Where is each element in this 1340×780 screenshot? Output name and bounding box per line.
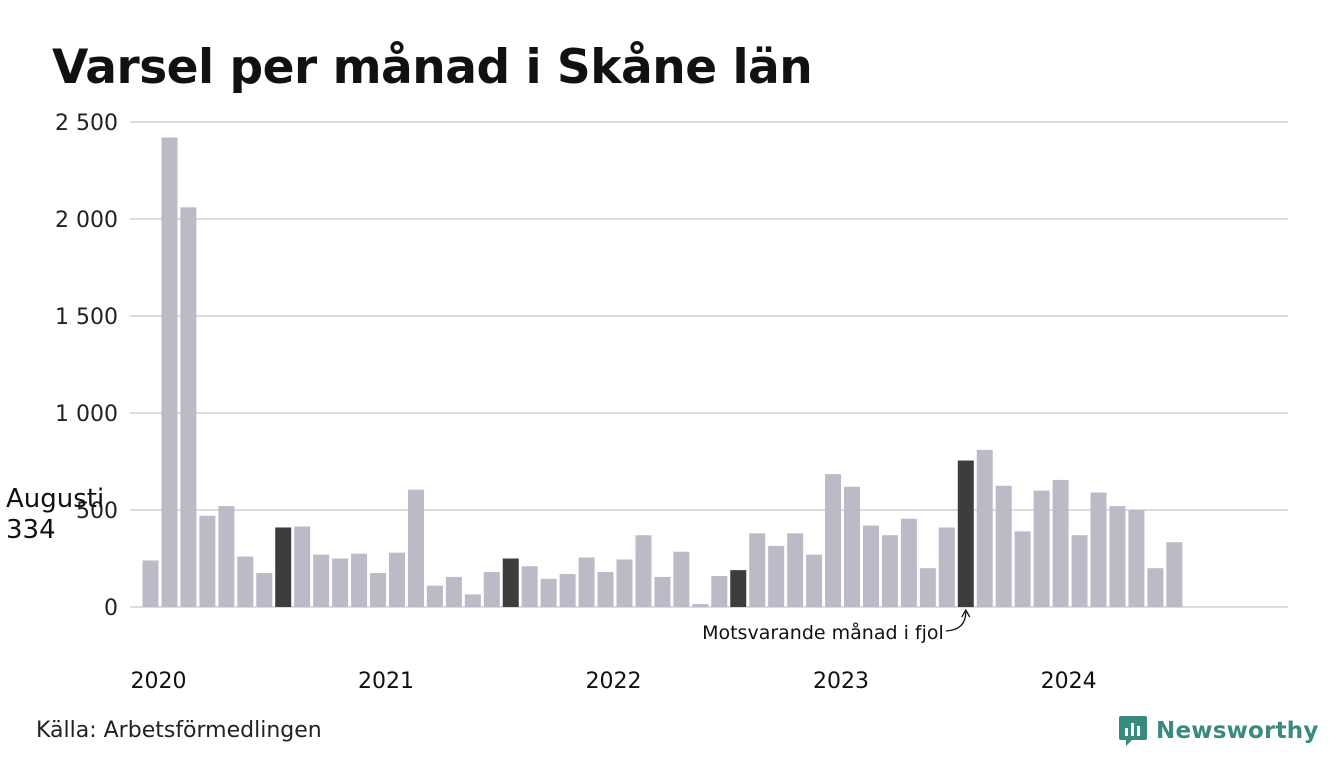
bar bbox=[559, 574, 576, 607]
y-tick-label: 2 000 bbox=[55, 208, 118, 233]
bar bbox=[673, 551, 690, 607]
bar bbox=[1090, 492, 1107, 607]
bar bbox=[881, 535, 898, 607]
bar bbox=[218, 506, 235, 607]
bar bbox=[199, 515, 216, 607]
bar bbox=[616, 559, 633, 607]
bar bbox=[256, 573, 273, 607]
bar bbox=[844, 486, 861, 607]
bar bbox=[351, 553, 368, 607]
bar bbox=[711, 575, 728, 607]
bar bbox=[1128, 510, 1145, 607]
bar bbox=[142, 560, 159, 607]
bar bbox=[370, 573, 387, 607]
y-tick-label: 0 bbox=[104, 596, 118, 621]
bar bbox=[919, 568, 936, 607]
bar bbox=[578, 557, 595, 607]
bar bbox=[825, 474, 842, 607]
bar bbox=[237, 556, 254, 607]
bar bbox=[1109, 506, 1126, 607]
bar bbox=[161, 137, 178, 607]
bar bbox=[445, 576, 462, 607]
bar bbox=[313, 554, 330, 607]
bar bbox=[483, 572, 500, 607]
bar-same-month bbox=[957, 460, 974, 607]
y-axis-ticks: 0 500 1 000 1 500 2 000 2 500 bbox=[55, 111, 118, 621]
source-note: Källa: Arbetsförmedlingen bbox=[36, 718, 322, 743]
bar bbox=[938, 527, 955, 607]
bar bbox=[1014, 531, 1031, 607]
bar bbox=[1052, 479, 1069, 607]
bar bbox=[976, 449, 993, 607]
bar bbox=[407, 489, 424, 607]
bar bbox=[1033, 490, 1050, 607]
bar bbox=[806, 554, 823, 607]
bar bbox=[540, 578, 557, 607]
current-value-label: 334 bbox=[6, 515, 56, 545]
bar bbox=[654, 576, 671, 607]
bar bbox=[597, 572, 614, 607]
x-year-label: 2022 bbox=[586, 669, 642, 694]
same-month-annotation: Motsvarande månad i fjol bbox=[702, 621, 944, 644]
chart-title: Varsel per månad i Skåne län bbox=[52, 40, 813, 95]
bar bbox=[294, 526, 311, 607]
bar bbox=[900, 518, 917, 607]
x-year-label: 2020 bbox=[131, 669, 187, 694]
current-month-label: Augusti bbox=[6, 484, 104, 514]
bar bbox=[180, 207, 197, 608]
bar bbox=[1166, 542, 1183, 607]
bar bbox=[787, 533, 804, 607]
bar bbox=[1071, 535, 1088, 607]
bar bbox=[995, 485, 1012, 607]
brand-name: Newsworthy bbox=[1156, 718, 1319, 744]
bar bbox=[862, 525, 879, 607]
annotation-arrow bbox=[945, 611, 967, 632]
bar-same-month bbox=[730, 570, 747, 607]
x-year-label: 2023 bbox=[813, 669, 869, 694]
y-tick-label: 500 bbox=[76, 499, 118, 524]
bar bbox=[464, 594, 481, 607]
x-year-label: 2021 bbox=[358, 669, 414, 694]
bar bbox=[1147, 568, 1164, 607]
bar-same-month bbox=[275, 527, 292, 607]
newsworthy-logo-icon bbox=[1119, 716, 1147, 746]
bar-same-month bbox=[502, 558, 519, 607]
bar bbox=[332, 558, 349, 607]
bar bbox=[692, 604, 709, 607]
bars bbox=[142, 137, 1183, 608]
x-year-label: 2024 bbox=[1041, 669, 1097, 694]
bar bbox=[749, 533, 766, 607]
y-tick-label: 1 000 bbox=[55, 402, 118, 427]
bar bbox=[635, 535, 652, 607]
x-axis-year-labels: 2020 2021 2022 2023 2024 bbox=[131, 669, 1097, 694]
y-tick-label: 1 500 bbox=[55, 305, 118, 330]
bar bbox=[426, 585, 443, 607]
annotation-arrowhead bbox=[961, 608, 971, 618]
bar bbox=[521, 566, 538, 607]
y-tick-label: 2 500 bbox=[55, 111, 118, 136]
bar bbox=[388, 552, 405, 607]
brand[interactable]: Newsworthy bbox=[1118, 714, 1319, 748]
bar bbox=[768, 545, 785, 607]
